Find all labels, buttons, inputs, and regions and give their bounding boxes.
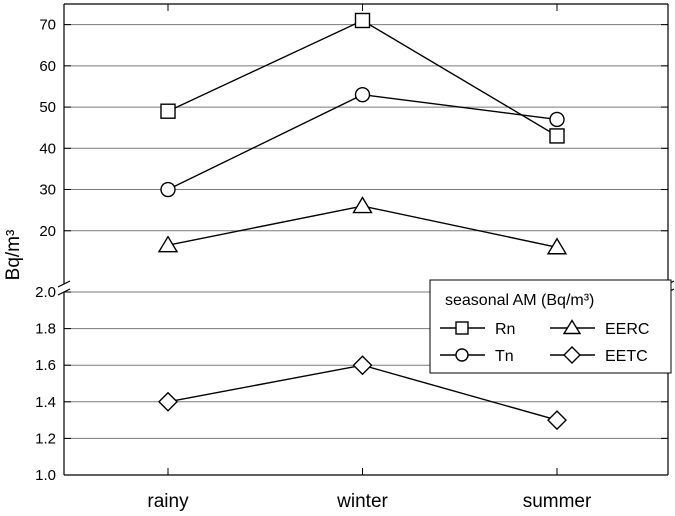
data-point-Tn-summer [549,111,565,128]
y-tick-label: 1.4 [35,394,56,411]
data-point-Rn-winter [354,12,371,29]
y-axis-label: Bq/m³ [3,230,24,281]
y-tick-label: 60 [39,58,56,75]
legend-label-EETC: EETC [605,348,648,365]
data-point-Rn-rainy [160,103,176,119]
y-tick-label: 40 [39,140,56,157]
data-point-EETC-rainy [158,391,178,412]
data-point-EERC-rainy [157,235,179,253]
series [157,12,568,431]
y-tick-label: 1.0 [35,467,56,484]
data-point-Tn-rainy [160,181,176,198]
y-tick-label: 1.8 [35,321,56,338]
series-line-Tn [167,93,558,191]
axis-break-mark [57,288,71,296]
legend-marker-Rn [455,321,469,335]
legend-marker-EETC [563,346,581,364]
legend: seasonal AM (Bq/m³) Rn EERC Tn EETC [429,279,672,374]
legend-label-EERC: EERC [605,321,649,338]
y-tick-label: 50 [39,99,56,116]
x-tick-label-winter: winter [336,491,388,512]
legend-marker-EERC [562,319,582,335]
data-point-EETC-summer [547,410,567,431]
y-tick-label: 20 [39,223,56,240]
legend-marker-Tn [455,348,469,362]
axis-break-mark [57,280,71,288]
x-tick-label-rainy: rainy [147,491,189,512]
tick-labels: 20 30 40 50 60 70 1.0 1.2 1.4 1.6 1.8 2.0 rainy winte… [35,17,592,512]
y-tick-label: 1.2 [35,430,56,447]
data-point-EETC-winter [352,355,373,376]
gridlines [64,24,668,439]
legend-label-Rn: Rn [495,321,515,338]
data-point-Tn-winter [354,87,371,103]
legend-label-Tn: Tn [495,348,514,365]
y-tick-label: 30 [39,182,56,199]
legend-title: seasonal AM (Bq/m³) [445,292,594,309]
data-point-Rn-summer [549,128,565,144]
data-point-EERC-winter [352,196,373,214]
x-tick-label-summer: summer [523,491,592,512]
y-tick-label: 1.6 [35,357,56,374]
axes [57,3,675,476]
data-point-EERC-summer [546,237,568,255]
y-tick-label: 70 [39,17,56,34]
y-tick-label: 2.0 [35,284,56,301]
series-line-Rn [167,19,558,137]
